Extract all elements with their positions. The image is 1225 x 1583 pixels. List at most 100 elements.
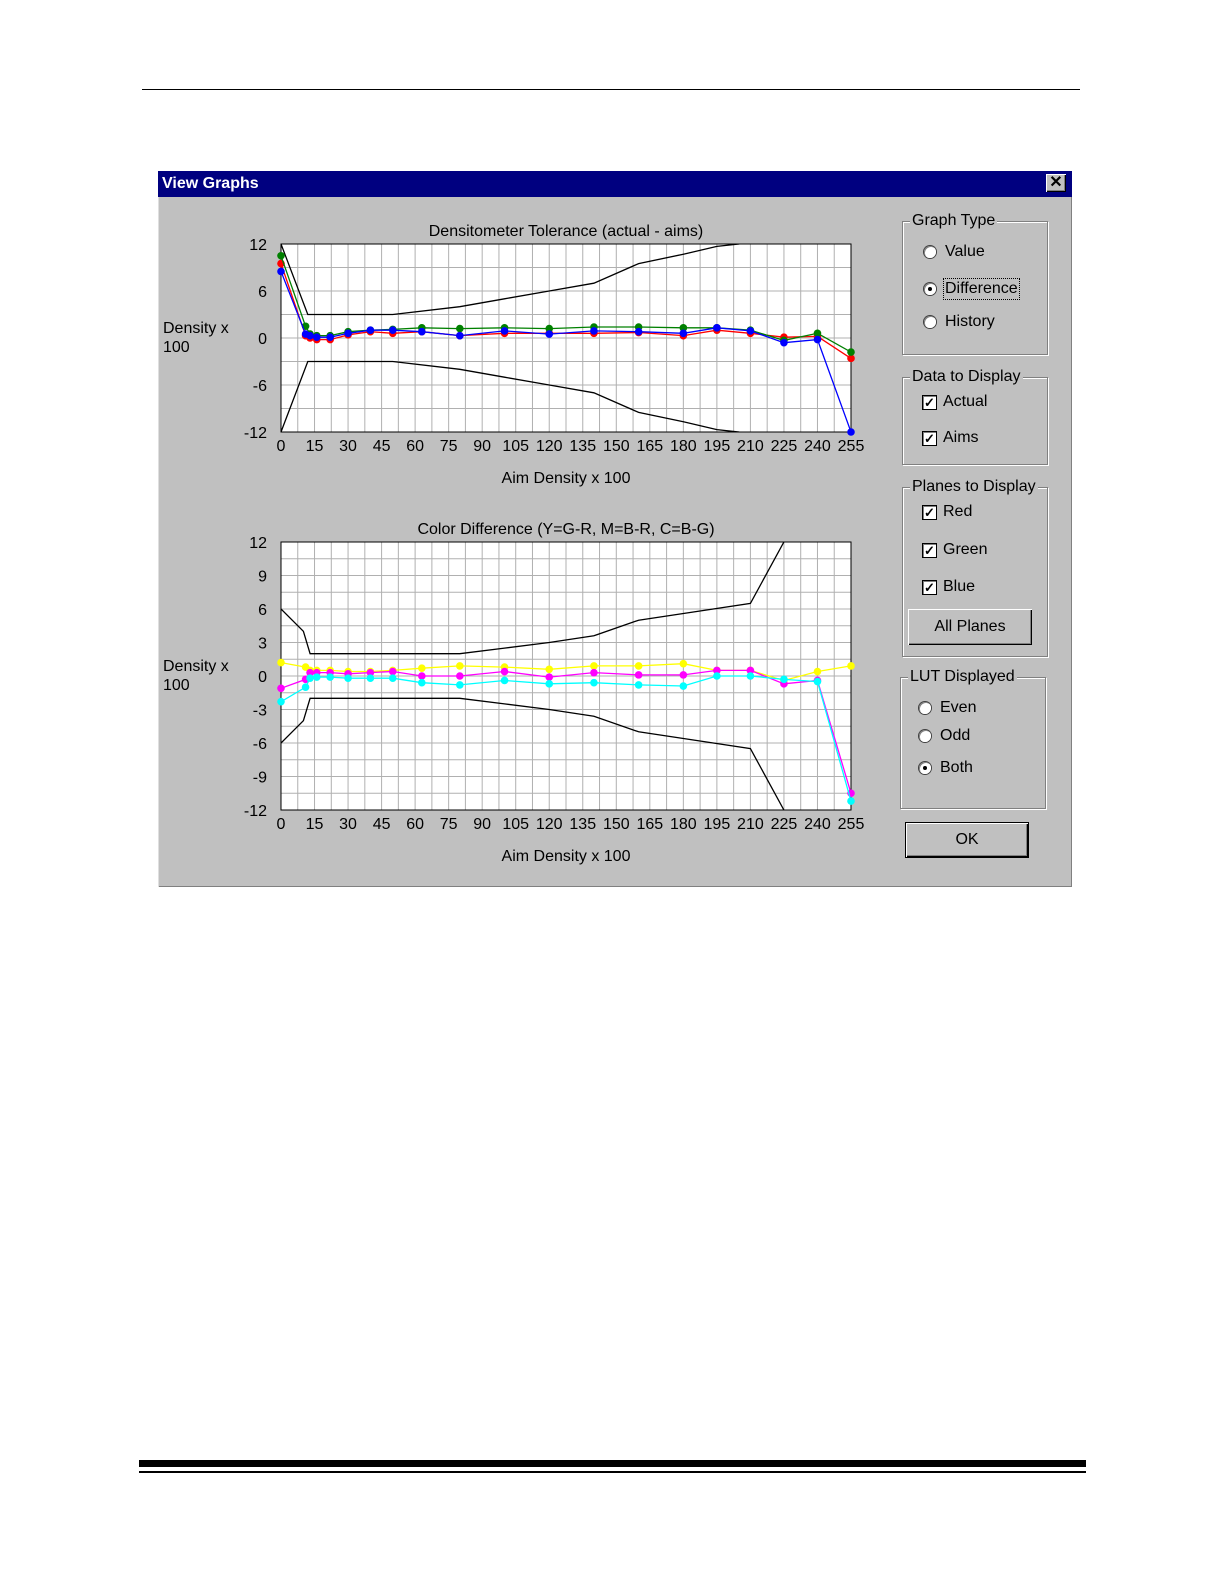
graph-type-difference-radio[interactable]: Difference [924,278,1020,300]
close-button[interactable]: ✕ [1046,174,1066,192]
chart-1-series-magenta-point [277,684,285,693]
chart-0-title: Densitometer Tolerance (actual - aims) [429,223,703,240]
chart-1-x-tick-label: 15 [306,816,324,833]
chart-1-series-magenta-point [306,668,314,677]
chart-0-plot-border [280,243,852,433]
green-plane-checkbox[interactable]: ✓ Green [922,541,987,559]
chart-1-plot-border [280,541,852,811]
chart-1-x-tick-label: 165 [636,816,663,833]
charts-area: 0 15 30 45 60 75 90 105 120 135 150 165 180 195 210 225… [163,223,865,865]
chart-1-series-yellow-point [545,665,554,674]
chart-1-series-cyan-point [590,678,598,687]
chart-1-series-cyan-point [713,672,721,680]
chart-1-y-axis-label: Density x 100 [163,658,229,694]
chart-0-series-blue-point [780,338,788,347]
chart-0-series-blue-point [847,428,855,436]
checkbox-label-red: Red [943,503,973,520]
red-plane-checkbox[interactable]: ✓ Red [922,503,972,521]
chart-0-x-tick-label: 15 [306,438,324,455]
lut-odd-radio[interactable]: Odd [919,727,970,745]
chart-1-x-tick-label: 0 [277,816,286,833]
chart-0-x-tick-label: 210 [737,438,764,455]
radio-label-both: Both [940,759,973,776]
chart-0-x-tick-label: 120 [536,438,563,455]
chart-1-x-tick-label: 75 [440,816,458,833]
graph-type-value-radio[interactable]: Value [924,243,985,261]
chart-0-series-blue-point [713,324,721,332]
chart-0-y-tick-label: 6 [258,284,267,301]
chart-1-y-tick-label: -3 [253,703,267,720]
chart-1-x-axis-label: Aim Density x 100 [502,848,631,865]
radio-label-difference: Difference [943,278,1020,300]
chart-1-y-tick-label: -6 [253,736,267,753]
checkbox-indicator: ✓ [922,542,937,558]
title-bar[interactable]: View Graphs ✕ [158,171,1072,197]
chart-1-x-tick-label: 225 [771,816,798,833]
all-planes-button[interactable]: All Planes [908,609,1032,645]
ok-button[interactable]: OK [905,822,1029,858]
chart-1-y-tick-label: 0 [258,669,267,686]
chart-0-x-tick-label: 240 [804,438,831,455]
chart-0-series-limit-line [281,360,740,432]
lut-both-radio[interactable]: Both [919,759,973,777]
chart-0-series-green-point [545,324,554,333]
chart-0-x-tick-label: 180 [670,438,697,455]
chart-0-x-tick-label: 75 [440,438,458,455]
radio-label-value: Value [945,243,985,260]
chart-1-series-cyan-point [388,674,397,683]
lut-even-radio[interactable]: Even [919,699,976,717]
chart-0-x-tick-label: 225 [771,438,798,455]
chart-1-x-tick-label: 150 [603,816,630,833]
chart-1-series-cyan-point [418,678,426,687]
chart-1-series-magenta-point [746,666,755,675]
chart-0-y-axis-label: Density x 100 [163,320,229,356]
chart-0-series-blue-point [500,327,509,335]
chart-1-series-cyan-point [277,697,285,706]
chart-1-series-cyan-point [634,681,643,689]
data-to-display-legend: Data to Display [910,368,1023,386]
chart-0-series-green-point [456,324,464,333]
chart-0-x-axis-label: Aim Density x 100 [502,470,631,487]
checkbox-indicator: ✓ [922,430,937,446]
chart-0-x-tick-label: 90 [473,438,491,455]
chart-0-x-tick-label: 135 [569,438,596,455]
chart-1-series-cyan-point [326,673,334,681]
radio-indicator [924,283,936,295]
radio-indicator [924,316,936,328]
chart-0-series-green-point [847,348,855,356]
chart-1-series-cyan-point [746,672,755,680]
chart-1-series-cyan-point [545,680,554,688]
planes-to-display-legend: Planes to Display [910,478,1038,496]
chart-0-series-blue-point [590,327,598,335]
chart-0-y-tick-label: 0 [258,331,267,348]
radio-label-history: History [945,313,995,330]
view-graphs-dialog: View Graphs ✕ 0 15 30 45 60 75 90 105 120 135 150 1… [158,171,1072,887]
chart-1-x-tick-label: 30 [339,816,357,833]
chart-1-series-limit-line [281,697,785,810]
chart-1-series-magenta-point [545,673,554,681]
chart-1-series-yellow-point [634,662,643,670]
chart-1-x-tick-label: 255 [838,816,865,833]
aims-checkbox[interactable]: ✓ Aims [922,429,979,447]
chart-0-series-blue-point [679,329,688,338]
chart-1-series-magenta-point [634,671,643,679]
page-footer-rule-thick [139,1460,1086,1467]
chart-0-series-blue-point [388,326,397,334]
chart-0-series-blue-point [366,326,375,334]
chart-1-series-magenta-point [388,667,397,676]
chart-1-series-yellow-point [590,662,598,670]
actual-checkbox[interactable]: ✓ Actual [922,393,987,411]
blue-plane-checkbox[interactable]: ✓ Blue [922,578,975,596]
chart-0-x-tick-label: 60 [406,438,424,455]
data-to-display-group [902,377,1048,465]
chart-0-x-tick-label: 255 [838,438,865,455]
chart-0-series-blue-point [634,327,643,336]
graph-type-history-radio[interactable]: History [924,313,995,331]
chart-1-series-cyan-point [679,682,688,690]
chart-0-series-blue-point [545,330,554,338]
chart-0-x-tick-label: 30 [339,438,357,455]
checkbox-indicator: ✓ [922,394,937,410]
checkbox-label-aims: Aims [943,429,979,446]
chart-1-series-cyan-point [366,674,375,683]
chart-1-x-tick-label: 240 [804,816,831,833]
